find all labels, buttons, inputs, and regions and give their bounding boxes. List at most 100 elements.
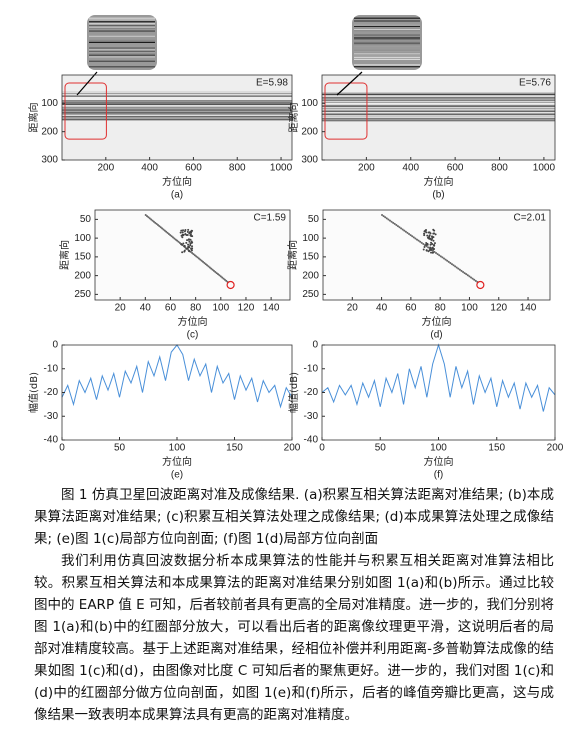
scatter-dot [474,279,477,282]
target-dot [190,247,193,250]
target-dot [185,233,188,236]
target-dot [182,233,185,236]
target-dot [187,243,190,246]
target-dot [426,243,429,246]
panel-label: (b) [432,190,444,201]
scatter-dot [174,238,177,241]
axes-frame [321,344,556,441]
axes-frame [61,344,293,441]
annotation: E=5.98 [256,78,288,89]
target-dot [433,242,436,245]
target-dot [424,229,427,232]
target-dot [183,250,186,253]
target-dot [427,231,430,234]
scatter-dot [208,266,211,269]
scatter-dot [199,258,202,261]
y-axis-label: 距离向 [27,103,40,133]
scatter-dot [460,269,463,272]
scatter-dot [154,221,157,224]
scatter-dot [206,264,209,267]
target-dot [433,243,436,246]
y-axis-label: 距离向 [286,240,299,270]
scatter-dot [162,228,165,231]
target-dot [430,241,433,244]
scatter-dot [176,239,179,242]
y-tick-label: 200 [41,126,58,137]
target-dot [189,244,192,247]
x-tick-label: 80 [190,303,202,314]
scatter-dot [390,220,393,223]
scatter-dot [446,259,449,262]
scatter-dot [438,254,441,257]
x-tick-label: 600 [447,163,464,174]
scatter-dot [411,235,414,238]
scatter-dot [398,226,401,229]
scatter-dot [422,243,425,246]
scatter-dot [470,276,473,279]
target-dot [188,250,191,253]
x-tick-label: 120 [238,303,255,314]
target-dot [184,229,187,232]
scatter-dot [435,251,438,254]
x-tick-label: 50 [375,443,387,454]
scatter-dot [444,258,447,261]
target-dot [191,229,194,232]
y-tick-label: 300 [301,155,318,166]
scatter-dot [210,267,213,270]
scatter-dot [458,268,461,271]
y-tick-label: 250 [74,289,91,300]
y-tick-label: -10 [44,363,59,374]
target-dot [425,243,428,246]
x-tick-label: 140 [520,303,537,314]
scatter-dot [463,272,466,275]
scatter-dot [433,250,436,253]
x-axis-label: 方位向 [162,175,192,188]
scatter-dot [207,265,210,268]
target-dot [428,237,431,240]
scatter-dot [449,262,452,265]
x-axis-label: 方位向 [162,455,192,468]
target-dot [188,232,191,235]
y-tick-label: 150 [74,252,91,263]
scatter-dot [215,272,218,275]
scatter-dot [156,224,159,227]
scatter-dot [471,277,474,280]
y-tick-label: 0 [312,340,318,351]
scatter-dot [158,225,161,228]
target-dot [430,238,433,241]
scatter-dot [167,232,170,235]
scatter-dot [401,228,404,231]
y-tick-label: -30 [304,411,319,422]
x-tick-label: 200 [358,163,375,174]
scatter-dot [172,236,174,239]
scatter-dot [196,256,199,259]
x-tick-label: 400 [402,163,419,174]
axes-frame [94,209,291,301]
scatter-dot [151,219,154,222]
annotation: C=2.01 [513,213,546,224]
scatter-dot [447,260,450,263]
target-dot [429,246,432,249]
x-tick-label: 1000 [533,163,556,174]
scatter-dot [419,240,422,243]
scatter-dot [169,234,172,237]
scatter-dot [406,231,409,234]
scatter-dot [412,236,415,239]
x-tick-label: 20 [347,303,359,314]
arrow [336,71,363,96]
target-dot [183,245,186,248]
x-tick-label: 80 [435,303,447,314]
target-dot [187,228,190,231]
target-dot [431,247,434,250]
y-tick-label: 250 [302,289,319,300]
scatter-dot [193,254,196,257]
target-dot [188,246,191,249]
target-dot [179,231,182,234]
red-circle [226,280,235,290]
target-dot [182,229,185,232]
x-axis-label: 方位向 [424,175,454,188]
target-dot [425,249,428,252]
scatter-dot [473,278,476,281]
scatter-dot [218,274,221,277]
figure: 200 400 600 800 1000100200300方位向距离向(a)E=5.98… [27,15,564,480]
